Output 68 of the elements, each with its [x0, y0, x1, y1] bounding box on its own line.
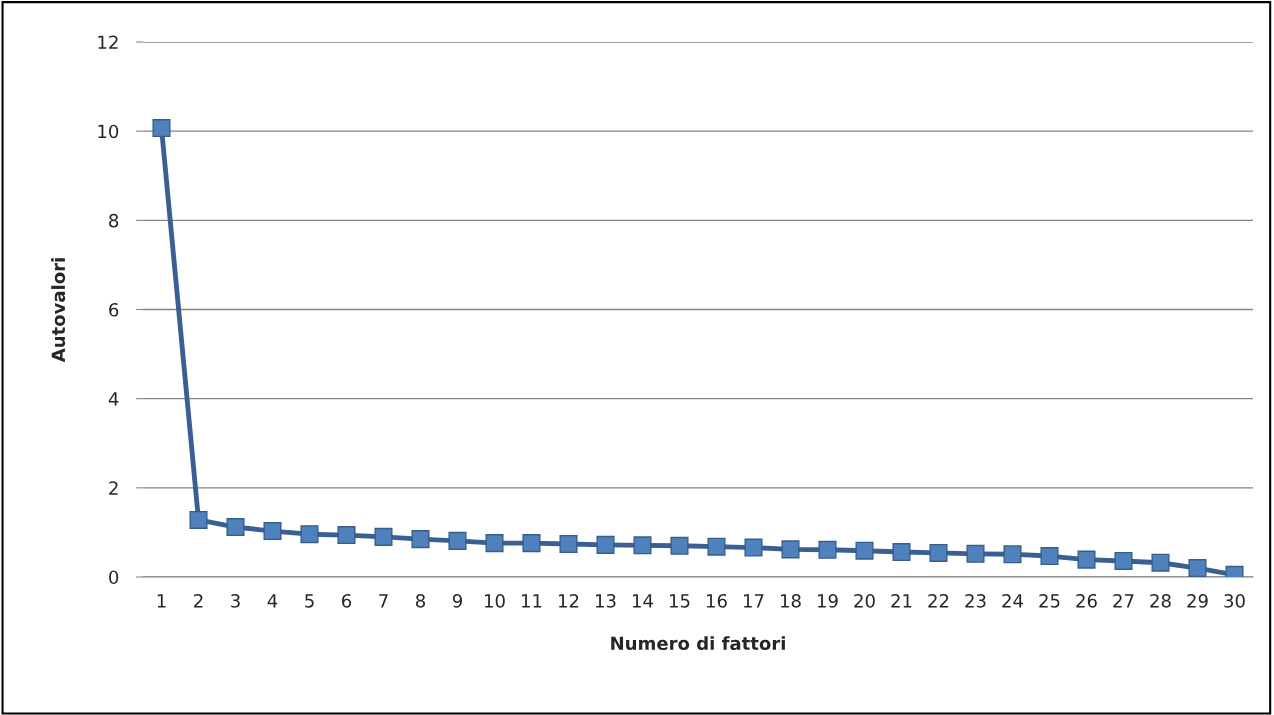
point — [929, 543, 948, 562]
point — [448, 531, 467, 550]
point — [337, 526, 356, 545]
x-tick-label: 28 — [1150, 593, 1171, 608]
point — [744, 538, 763, 557]
x-tick-label: 26 — [1076, 593, 1097, 608]
point — [1077, 550, 1096, 569]
x-tick-label: 24 — [1002, 593, 1023, 608]
x-tick-label: 6 — [342, 593, 352, 608]
x-tick-label: 29 — [1187, 593, 1208, 608]
point — [263, 522, 282, 541]
x-tick-label: 12 — [559, 593, 579, 608]
x-tick-label: 25 — [1039, 593, 1060, 608]
x-tick-label: 15 — [670, 594, 690, 608]
x-tick-label: 2 — [194, 593, 203, 608]
point — [781, 540, 800, 559]
point — [1114, 551, 1133, 570]
x-tick-label: 3 — [231, 593, 240, 608]
x-tick-label: 30 — [1224, 593, 1245, 608]
y-tick-label: 10 — [98, 124, 119, 139]
y-tick-label: 4 — [108, 392, 119, 406]
point — [670, 536, 689, 555]
x-tick-label: 20 — [854, 593, 875, 608]
x-tick-label: 5 — [305, 594, 314, 608]
y-axis-title: Autovalori — [51, 258, 66, 363]
point — [1188, 559, 1207, 577]
x-tick-label: 27 — [1113, 593, 1134, 608]
point — [633, 536, 652, 555]
x-tick-label: 7 — [379, 594, 388, 608]
point — [966, 544, 985, 563]
point — [559, 534, 578, 554]
point — [189, 510, 208, 529]
point — [855, 541, 874, 560]
y-tick-label: 12 — [98, 35, 118, 49]
point — [522, 534, 541, 553]
y-tick-label: 0 — [109, 570, 119, 585]
x-tick-label: 8 — [415, 593, 426, 608]
point — [818, 540, 837, 559]
x-tick-label: 16 — [707, 593, 727, 608]
x-tick-label: 9 — [452, 593, 462, 608]
y-tick-label: 6 — [109, 302, 119, 317]
point — [485, 534, 504, 553]
point — [707, 537, 726, 556]
y-tick-label: 2 — [109, 481, 118, 495]
x-tick-label: 23 — [965, 593, 986, 608]
x-tick-label: 1 — [157, 594, 166, 608]
x-tick-label: 4 — [267, 594, 278, 608]
point — [596, 535, 615, 554]
point — [1151, 553, 1170, 572]
x-axis-title: Numero di fattori — [611, 636, 785, 651]
point — [152, 119, 171, 138]
point — [300, 525, 319, 544]
point — [1040, 547, 1059, 566]
x-tick-label: 19 — [818, 593, 838, 608]
x-tick-label: 10 — [485, 593, 505, 608]
x-tick-label: 18 — [781, 593, 801, 608]
point — [411, 530, 430, 549]
x-tick-label: 13 — [596, 593, 616, 608]
x-tick-label: 17 — [744, 594, 764, 608]
x-tick-label: 22 — [928, 593, 949, 608]
x-tick-label: 21 — [891, 593, 912, 608]
x-tick-label: 14 — [633, 594, 653, 608]
point — [226, 518, 245, 537]
point — [892, 543, 911, 562]
x-tick-label: 11 — [522, 594, 542, 608]
point — [1003, 545, 1022, 564]
y-tick-label: 8 — [109, 213, 119, 228]
point — [374, 527, 393, 546]
